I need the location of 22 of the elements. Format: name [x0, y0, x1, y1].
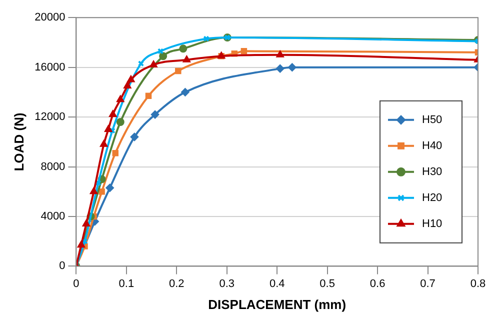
y-tick-label: 20000	[34, 12, 66, 24]
x-tick-label: 0.4	[269, 278, 285, 290]
x-tick-label: 0.1	[118, 278, 134, 290]
x-tick-label: 0.2	[168, 278, 184, 290]
x-tick-label: 0.7	[420, 278, 436, 290]
x-axis-title: DISPLACEMENT (mm)	[208, 296, 346, 312]
y-tick-label: 8000	[40, 160, 66, 173]
legend-label: H40	[422, 140, 442, 152]
legend-label: H30	[422, 166, 442, 178]
legend-label: H50	[422, 114, 442, 126]
y-tick-label: 4000	[40, 210, 66, 223]
legend-label: H10	[422, 218, 442, 230]
x-tick-label: 0	[73, 278, 80, 290]
x-tick-label: 0.6	[370, 278, 386, 290]
x-tick-label: 0.3	[219, 278, 235, 290]
y-tick-label: 16000	[34, 61, 66, 74]
legend-label: H20	[422, 192, 442, 204]
y-tick-label: 12000	[34, 111, 66, 124]
x-tick-label: 0.5	[320, 278, 335, 290]
y-tick-label: 0	[59, 260, 66, 272]
y-axis-title: LOAD (N)	[11, 112, 26, 172]
x-tick-label: 0.8	[470, 278, 486, 290]
